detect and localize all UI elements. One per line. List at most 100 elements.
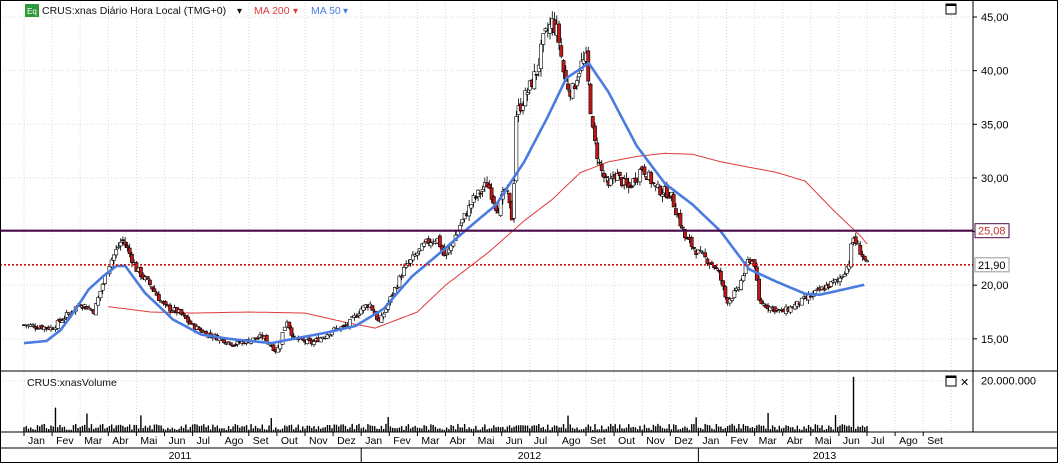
volume-bar bbox=[54, 407, 57, 432]
candle bbox=[422, 242, 427, 247]
candle bbox=[327, 334, 332, 337]
volume-bar bbox=[517, 425, 520, 432]
candle bbox=[507, 192, 512, 204]
volume-bar bbox=[520, 425, 522, 432]
volume-bar bbox=[200, 425, 203, 432]
volume-bar bbox=[623, 428, 625, 432]
month-label: Jul bbox=[871, 435, 884, 447]
volume-bar bbox=[560, 427, 562, 432]
candle bbox=[116, 246, 121, 249]
volume-bar bbox=[149, 425, 151, 432]
volume-bar bbox=[198, 426, 201, 432]
volume-bar bbox=[567, 415, 569, 432]
volume-bar bbox=[320, 428, 322, 432]
volume-bar bbox=[50, 425, 52, 432]
volume-bar bbox=[594, 424, 596, 432]
volume-bar bbox=[758, 424, 760, 432]
volume-bar bbox=[452, 425, 455, 432]
volume-bar bbox=[753, 428, 756, 432]
candle bbox=[588, 83, 593, 115]
ma200-dropdown-icon[interactable]: ▾ bbox=[293, 6, 298, 17]
volume-bar bbox=[625, 427, 628, 432]
ma50-dropdown-icon[interactable]: ▾ bbox=[343, 6, 348, 17]
ma200-series bbox=[108, 152, 868, 329]
candle bbox=[674, 208, 678, 216]
ma200-label[interactable]: MA 200 bbox=[254, 5, 290, 17]
volume-bar bbox=[531, 425, 533, 432]
volume-bar bbox=[767, 413, 769, 432]
volume-bar bbox=[814, 424, 816, 432]
volume-bar bbox=[66, 429, 68, 432]
volume-bar bbox=[434, 426, 437, 432]
candle bbox=[808, 295, 813, 298]
volume-bar bbox=[603, 429, 605, 432]
candle bbox=[705, 258, 710, 264]
volume-bar bbox=[351, 423, 353, 432]
candle bbox=[145, 276, 150, 280]
candle bbox=[393, 287, 397, 294]
candle bbox=[437, 235, 442, 248]
volume-bar bbox=[416, 427, 419, 432]
volume-close-icon[interactable]: ✕ bbox=[960, 376, 969, 389]
volume-bar bbox=[353, 429, 356, 432]
volume-bar bbox=[484, 424, 486, 432]
volume-bar bbox=[798, 429, 801, 432]
candle bbox=[471, 195, 476, 203]
volume-bar bbox=[448, 429, 450, 432]
candle bbox=[865, 260, 869, 263]
volume-bar bbox=[783, 427, 785, 432]
candle bbox=[147, 279, 152, 285]
month-label: Set bbox=[253, 435, 269, 447]
volume-bar bbox=[333, 424, 335, 432]
volume-bar bbox=[92, 428, 95, 432]
candle bbox=[384, 308, 388, 313]
volume-bar bbox=[688, 429, 691, 432]
volume-bar bbox=[113, 428, 115, 432]
volume-bar bbox=[369, 425, 371, 432]
volume-bar bbox=[565, 428, 567, 432]
candle bbox=[276, 347, 280, 353]
volume-bar bbox=[866, 426, 868, 432]
volume-bar bbox=[239, 427, 241, 432]
candle bbox=[561, 60, 566, 73]
volume-bar bbox=[477, 429, 479, 432]
symbol-title[interactable]: CRUS:xnas Diário Hora Local (TMG+0) bbox=[42, 5, 226, 17]
volume-bar bbox=[639, 425, 641, 432]
volume-bar bbox=[834, 415, 837, 432]
candle bbox=[692, 247, 696, 249]
volume-bar bbox=[376, 428, 378, 432]
symbol-dropdown-icon[interactable]: ▾ bbox=[237, 6, 242, 17]
volume-bar bbox=[367, 424, 369, 432]
ma50-label[interactable]: MA 50 bbox=[311, 5, 341, 17]
volume-bar bbox=[695, 417, 697, 432]
volume-bar bbox=[556, 425, 558, 432]
volume-bar bbox=[654, 426, 657, 432]
candle bbox=[60, 320, 65, 323]
month-label: Fev bbox=[731, 435, 749, 447]
volume-bar bbox=[358, 423, 360, 432]
candle bbox=[523, 90, 528, 107]
candle bbox=[419, 243, 424, 251]
volume-bar bbox=[349, 427, 351, 432]
volume-bar bbox=[457, 423, 459, 432]
volume-bar bbox=[699, 427, 702, 432]
volume-bar bbox=[423, 425, 425, 432]
volume-bar bbox=[450, 425, 452, 432]
candle bbox=[559, 45, 564, 57]
volume-bar bbox=[605, 428, 607, 432]
candle bbox=[154, 292, 159, 296]
candle bbox=[197, 327, 202, 331]
volume-bar bbox=[562, 424, 565, 432]
volume-bar bbox=[717, 426, 720, 432]
volume-bar bbox=[32, 429, 34, 432]
volume-bar bbox=[299, 429, 302, 432]
volume-bar bbox=[398, 427, 401, 432]
volume-bar bbox=[538, 423, 540, 432]
volume-bar bbox=[549, 429, 551, 432]
volume-bar bbox=[180, 426, 183, 432]
volume-bar bbox=[756, 425, 758, 432]
candle bbox=[514, 116, 519, 182]
candle bbox=[255, 337, 260, 340]
volume-bar bbox=[250, 424, 252, 432]
